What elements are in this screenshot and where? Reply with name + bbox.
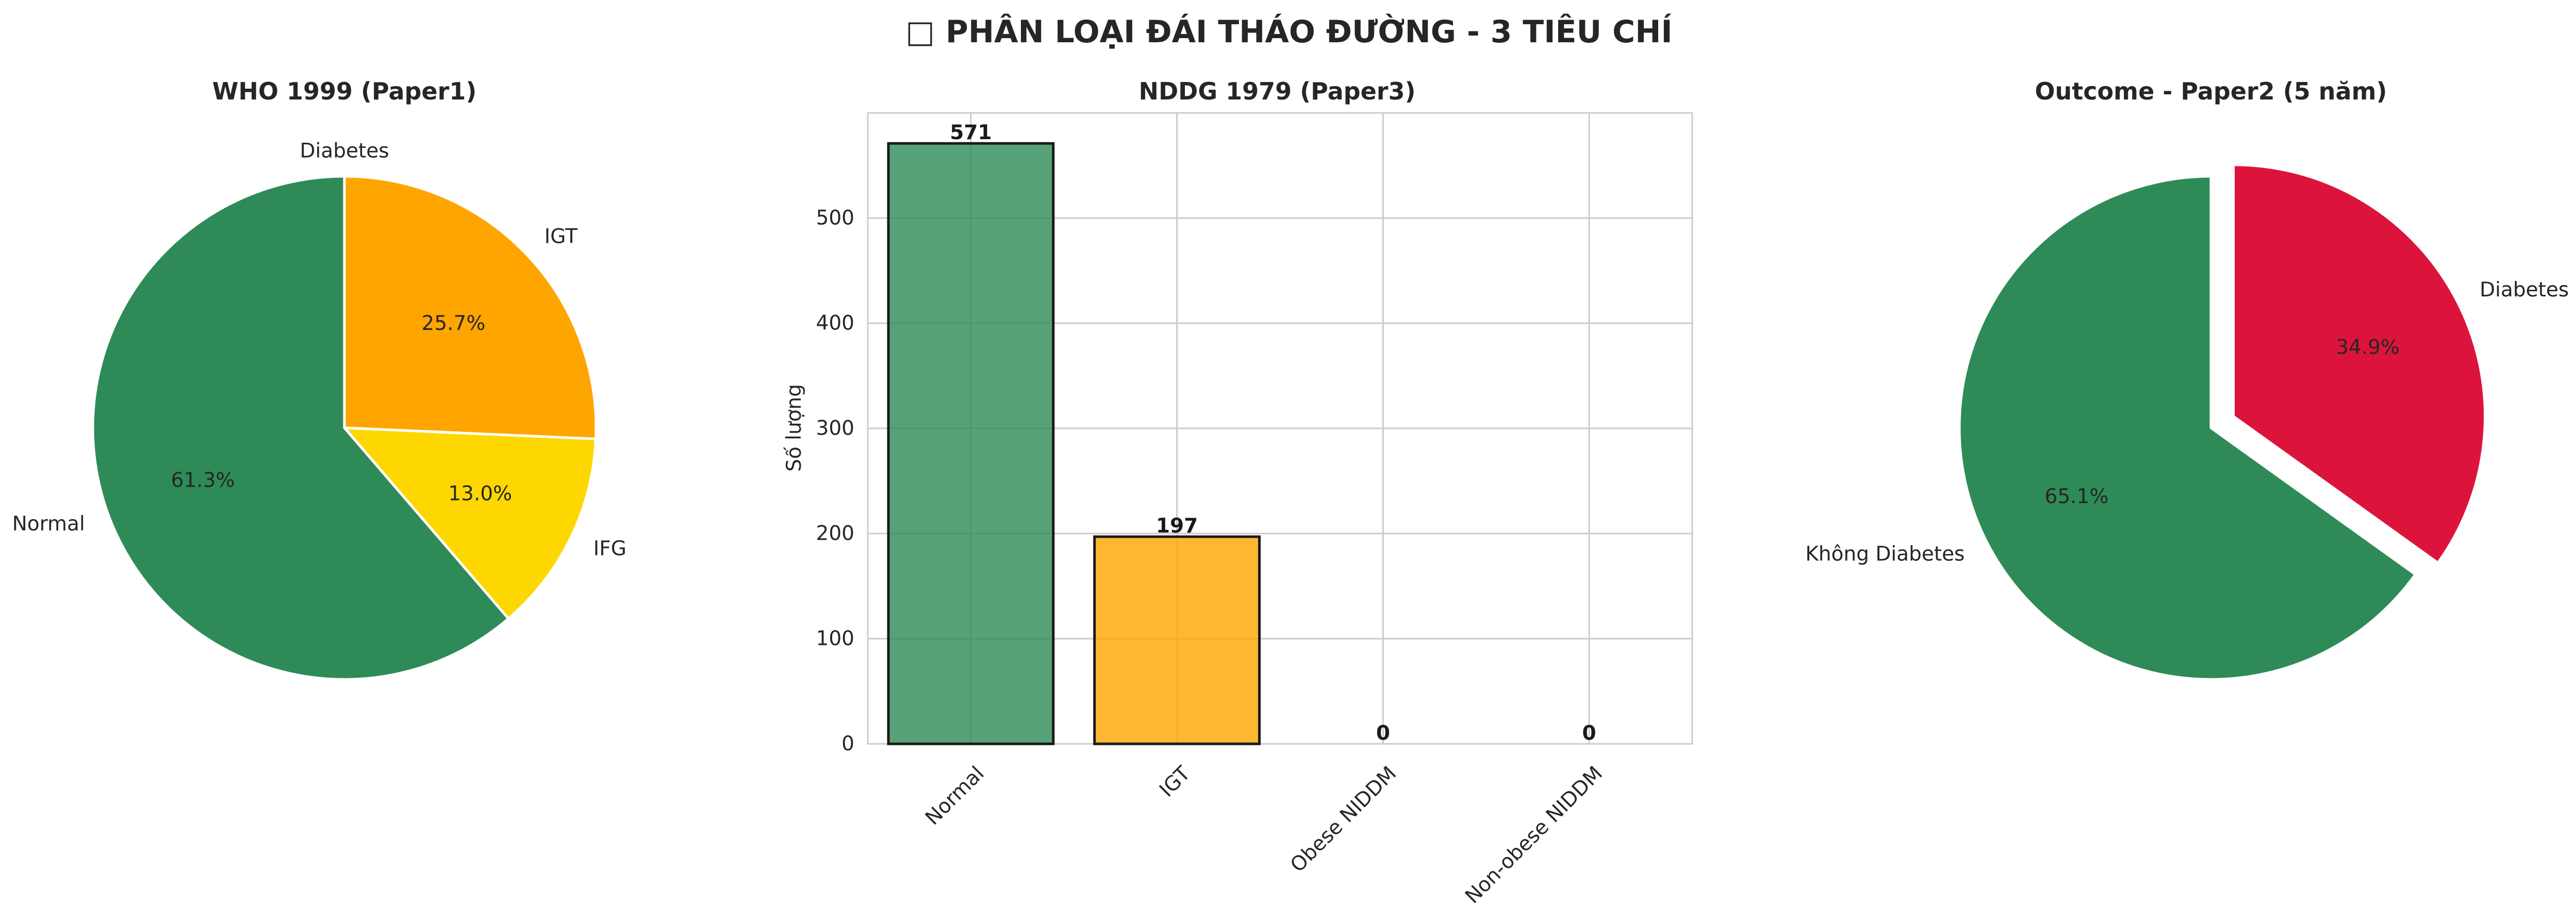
y-tick-label-400: 400 — [816, 312, 854, 335]
bar-normal — [887, 142, 1055, 745]
bar-value-label-non-obese-niddm: 0 — [1582, 722, 1596, 745]
pie3-title: Outcome - Paper2 (5 năm) — [2035, 77, 2387, 105]
pie-label-igt: IGT — [544, 225, 577, 248]
y-tick-label-200: 200 — [816, 522, 854, 545]
y-tick-label-500: 500 — [816, 207, 854, 230]
pie-percent-ifg: 13.0% — [448, 483, 512, 506]
pie-slice-igt — [343, 175, 598, 440]
pie-slice-normal — [91, 175, 510, 681]
pie-label-ifg: IFG — [593, 537, 626, 560]
pie-slice-ifg — [343, 426, 598, 620]
y-tick-label-100: 100 — [816, 627, 854, 651]
pie-percent-igt: 25.7% — [422, 312, 486, 335]
bar-value-label-igt: 197 — [1156, 514, 1198, 538]
plot-frame — [867, 112, 1693, 745]
y-tick-label-0: 0 — [841, 733, 854, 756]
pie-slice-kh-ng-diabetes — [1958, 175, 2417, 681]
pie-slice-diabetes — [2232, 163, 2487, 564]
bar-igt — [1093, 535, 1261, 745]
pie-label-normal: Normal — [12, 512, 85, 536]
pie-percent-diabetes: 34.9% — [2336, 336, 2400, 359]
bar-value-label-obese-niddm: 0 — [1376, 722, 1390, 745]
figure-suptitle: □ PHÂN LOẠI ĐÁI THÁO ĐƯỜNG - 3 TIÊU CHÍ — [905, 13, 1672, 50]
pie-chart-outcome-paper2: Outcome - Paper2 (5 năm) Không Diabetes 6… — [1805, 77, 2569, 681]
pie-chart-who-1999: WHO 1999 (Paper1) Diabetes0.0%IGT25.7%IF… — [12, 77, 626, 681]
bar-value-label-normal: 571 — [950, 121, 992, 144]
pie1-title: WHO 1999 (Paper1) — [212, 77, 477, 105]
pie-label-diabetes: Diabetes — [2480, 278, 2569, 302]
bar-ylabel: Số lượng — [783, 384, 806, 472]
pie-label-diabetes: Diabetes — [300, 140, 389, 163]
pie-percent-normal: 61.3% — [171, 469, 235, 492]
bar-title: NDDG 1979 (Paper3) — [1138, 77, 1415, 105]
pie-percent-kh-ng-diabetes: 65.1% — [2045, 485, 2109, 508]
pie-label-kh-ng-diabetes: Không Diabetes — [1805, 543, 1964, 566]
y-tick-label-300: 300 — [816, 417, 854, 440]
